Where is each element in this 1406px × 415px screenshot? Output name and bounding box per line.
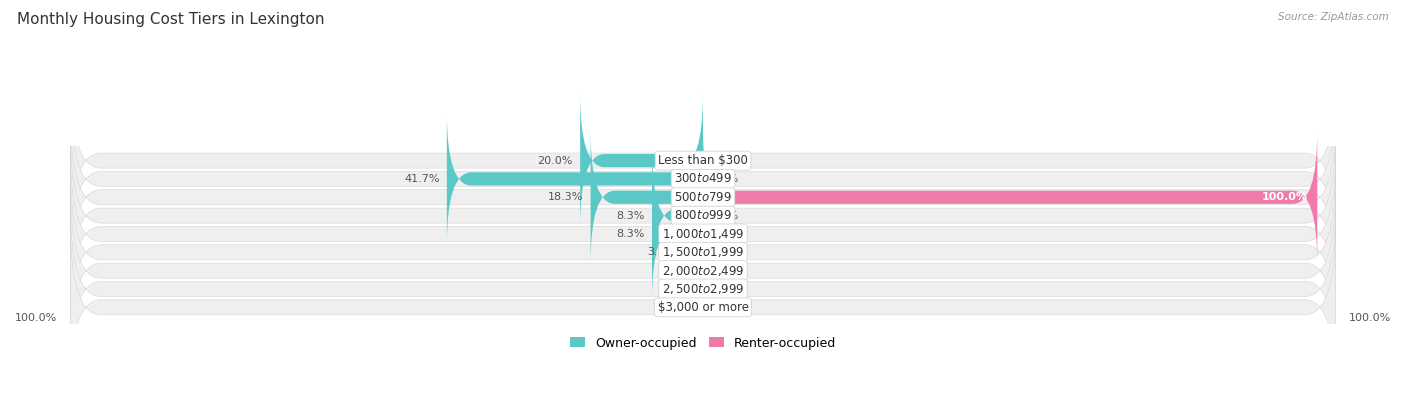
FancyBboxPatch shape [70,95,1336,263]
Text: $2,500 to $2,999: $2,500 to $2,999 [662,282,744,296]
Text: 0.0%: 0.0% [668,302,696,312]
FancyBboxPatch shape [70,76,1336,245]
Text: Monthly Housing Cost Tiers in Lexington: Monthly Housing Cost Tiers in Lexington [17,12,325,27]
Text: 0.0%: 0.0% [710,229,738,239]
FancyBboxPatch shape [591,130,703,264]
Text: 0.0%: 0.0% [710,247,738,257]
FancyBboxPatch shape [447,112,703,246]
Text: 0.0%: 0.0% [710,302,738,312]
FancyBboxPatch shape [652,149,703,282]
Text: 100.0%: 100.0% [1263,192,1308,202]
Text: Source: ZipAtlas.com: Source: ZipAtlas.com [1278,12,1389,22]
Text: 8.3%: 8.3% [616,210,644,221]
FancyBboxPatch shape [679,186,707,319]
Text: 18.3%: 18.3% [548,192,583,202]
Text: 0.0%: 0.0% [710,174,738,184]
Text: 41.7%: 41.7% [404,174,440,184]
Text: 20.0%: 20.0% [537,156,572,166]
Text: $500 to $799: $500 to $799 [673,191,733,204]
FancyBboxPatch shape [70,223,1336,391]
FancyBboxPatch shape [70,168,1336,337]
Text: 3.3%: 3.3% [647,247,675,257]
Text: 0.0%: 0.0% [710,156,738,166]
Text: $1,500 to $1,999: $1,500 to $1,999 [662,245,744,259]
Text: 100.0%: 100.0% [1348,313,1391,323]
Text: 100.0%: 100.0% [15,313,58,323]
FancyBboxPatch shape [70,113,1336,281]
Text: $3,000 or more: $3,000 or more [658,301,748,314]
Text: $800 to $999: $800 to $999 [673,209,733,222]
Legend: Owner-occupied, Renter-occupied: Owner-occupied, Renter-occupied [569,337,837,349]
Text: 0.0%: 0.0% [668,284,696,294]
FancyBboxPatch shape [70,186,1336,355]
FancyBboxPatch shape [70,150,1336,318]
Text: 0.0%: 0.0% [710,284,738,294]
FancyBboxPatch shape [652,167,703,301]
FancyBboxPatch shape [70,132,1336,300]
FancyBboxPatch shape [70,205,1336,373]
FancyBboxPatch shape [581,94,703,227]
Text: 0.0%: 0.0% [710,210,738,221]
Text: $1,000 to $1,499: $1,000 to $1,499 [662,227,744,241]
Text: 0.0%: 0.0% [710,266,738,276]
Text: 8.3%: 8.3% [616,229,644,239]
Text: 0.0%: 0.0% [668,266,696,276]
FancyBboxPatch shape [703,130,1317,264]
Text: Less than $300: Less than $300 [658,154,748,167]
Text: $2,000 to $2,499: $2,000 to $2,499 [662,264,744,278]
Text: $300 to $499: $300 to $499 [673,172,733,186]
